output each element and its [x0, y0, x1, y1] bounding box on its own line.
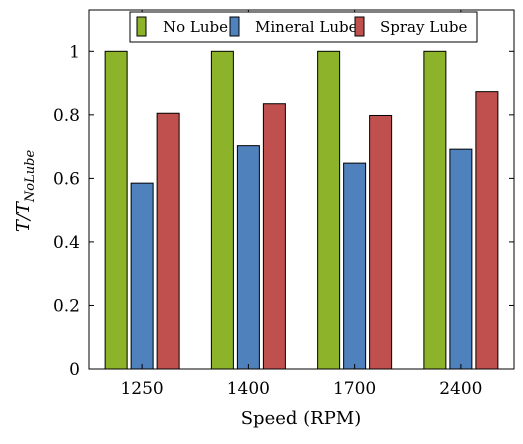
bar-spray-lube-1400: [262, 103, 286, 370]
y-tick-label-0.4: 0.4: [53, 233, 80, 253]
legend-box: [129, 11, 478, 43]
plot-frame: [88, 9, 515, 370]
y-axis-label-sub: NoLube: [23, 150, 38, 204]
bar-mineral-lube-1400: [236, 145, 260, 370]
bar-no-lube-1250: [104, 50, 128, 370]
bar-spray-lube-2400: [475, 91, 499, 370]
bar-no-lube-2400: [423, 50, 447, 370]
y-tick-label-1: 1: [69, 42, 80, 62]
x-tick-label-1700: 1700: [333, 379, 376, 399]
x-axis-ticks: 1250 1400 1700 2400: [120, 10, 483, 399]
x-axis-label: Speed (RPM): [241, 408, 362, 429]
y-axis-label-group: T/TNoLube: [13, 150, 38, 233]
bar-mineral-lube-2400: [449, 148, 473, 370]
y-axis-ticks: 0 0.2 0.4 0.6 0.8 1: [53, 42, 514, 380]
y-tick-label-0.8: 0.8: [53, 106, 80, 126]
legend-swatch-no-lube: [136, 16, 147, 37]
y-axis-label: T/TNoLube: [13, 150, 38, 233]
bar-spray-lube-1250: [156, 112, 180, 370]
bar-spray-lube-1700: [369, 114, 393, 370]
legend: No Lube Mineral Lube Spray Lube: [129, 11, 478, 43]
legend-swatch-spray-lube: [354, 16, 365, 37]
x-tick-label-1400: 1400: [227, 379, 270, 399]
bar-mineral-lube-1700: [343, 162, 367, 370]
y-tick-label-0.6: 0.6: [53, 169, 80, 189]
y-tick-label-0: 0: [69, 360, 80, 380]
bars-group: [104, 50, 499, 370]
legend-label-mineral-lube: Mineral Lube: [255, 18, 358, 36]
bar-no-lube-1400: [210, 50, 234, 370]
bar-no-lube-1700: [317, 50, 341, 370]
x-tick-label-1250: 1250: [120, 379, 163, 399]
x-tick-label-2400: 2400: [439, 379, 482, 399]
legend-swatch-mineral-lube: [229, 16, 240, 37]
y-tick-label-0.2: 0.2: [53, 296, 80, 316]
bar-mineral-lube-1250: [130, 182, 154, 370]
legend-label-spray-lube: Spray Lube: [380, 18, 467, 36]
y-axis-label-main: T/T: [13, 200, 34, 232]
legend-label-no-lube: No Lube: [163, 18, 228, 36]
